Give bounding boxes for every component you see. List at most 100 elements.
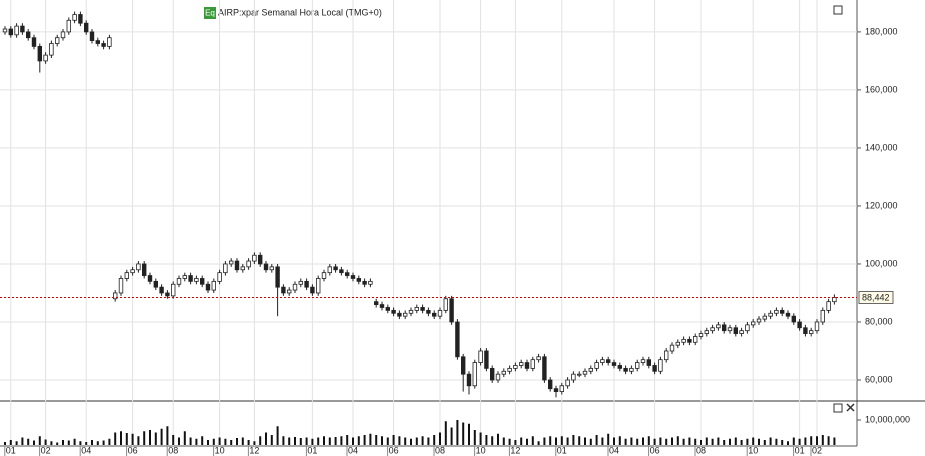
volume-bar xyxy=(671,437,673,445)
candle-body xyxy=(774,309,779,314)
x-tick-label: 06 xyxy=(389,445,399,455)
volume-bar xyxy=(317,437,320,445)
candle-body xyxy=(60,31,66,39)
candle-body xyxy=(391,309,396,314)
candle-body xyxy=(217,272,222,282)
volume-bar xyxy=(792,437,795,445)
volume-bar xyxy=(125,433,128,445)
volume-bar xyxy=(4,442,6,445)
chart-title[interactable]: AIRP:xpar Semanal Hora Local (TMG+0) xyxy=(218,7,382,17)
candle-body xyxy=(385,307,390,311)
candle-body xyxy=(414,307,419,311)
volume-bar xyxy=(218,437,221,445)
volume-bar xyxy=(636,438,639,445)
maximize-button[interactable] xyxy=(833,5,843,15)
candle-body xyxy=(577,373,582,376)
volume-bar xyxy=(120,431,122,445)
volume-bar xyxy=(201,436,204,445)
candle-body xyxy=(362,280,367,285)
y-tick-label: 180,000 xyxy=(865,26,898,36)
volume-bar xyxy=(276,426,279,445)
candle-body xyxy=(693,336,698,343)
candle-body xyxy=(153,280,158,288)
volume-bar xyxy=(642,437,644,445)
candle-body xyxy=(194,278,199,282)
candle-body xyxy=(548,379,553,390)
candle-body xyxy=(298,280,303,285)
volume-bar xyxy=(555,437,557,445)
candle-body xyxy=(426,309,431,314)
volume-bar xyxy=(340,436,343,445)
volume-bar xyxy=(352,437,354,445)
x-tick-label: 10 xyxy=(215,445,225,455)
candle-body xyxy=(675,341,680,346)
candle-body xyxy=(356,278,361,282)
volume-bar xyxy=(241,437,244,445)
candle-body xyxy=(814,321,820,332)
x-tick-label: 02 xyxy=(41,445,51,455)
candle-body xyxy=(228,260,234,265)
x-tick-label: 04 xyxy=(348,445,358,455)
candle-body xyxy=(275,266,280,288)
candle-body xyxy=(431,312,437,317)
candle-body xyxy=(519,362,524,366)
volume-bar xyxy=(485,435,488,445)
candle-body xyxy=(350,275,356,279)
candle-body xyxy=(698,333,704,337)
candle-body xyxy=(420,307,425,311)
volume-bar xyxy=(236,438,238,445)
candle-body xyxy=(478,350,483,363)
volume-bar xyxy=(520,437,523,445)
volume-bar xyxy=(38,436,41,445)
volume-bar xyxy=(143,431,146,445)
volume-bar xyxy=(578,436,581,445)
x-tick-label: 04 xyxy=(609,445,619,455)
volume-bar xyxy=(584,437,586,445)
volume-bar xyxy=(62,440,64,445)
candle-body xyxy=(89,31,95,42)
x-tick-label: 06 xyxy=(650,445,660,455)
volume-bar xyxy=(67,440,70,445)
candle-body xyxy=(443,298,448,311)
candle-body xyxy=(600,359,605,363)
candle-body xyxy=(809,330,814,334)
x-tick-label: 06 xyxy=(128,445,138,455)
candle-body xyxy=(640,359,646,363)
volume-bar xyxy=(450,427,453,445)
volume-bar xyxy=(311,438,314,445)
volume-bar xyxy=(740,440,743,445)
candle-body xyxy=(606,359,611,363)
volume-bar xyxy=(468,423,470,445)
candle-body xyxy=(513,365,518,369)
candle-body xyxy=(43,54,48,62)
volume-bar xyxy=(178,437,180,445)
last-price-label: 88,442 xyxy=(862,292,890,302)
candle-body xyxy=(159,286,164,294)
candle-body xyxy=(130,269,135,274)
candle-body xyxy=(246,260,251,268)
volume-bar xyxy=(323,436,325,445)
candle-body xyxy=(484,350,489,369)
candle-body xyxy=(257,254,263,265)
x-tick-label: 04 xyxy=(81,445,91,455)
volume-bar xyxy=(624,438,627,445)
volume-bar xyxy=(514,440,517,445)
candle-body xyxy=(55,37,60,44)
candle-body xyxy=(791,315,796,323)
x-tick-label: 12 xyxy=(510,445,520,455)
maximize-volume-button[interactable] xyxy=(833,403,843,413)
volume-bar xyxy=(102,440,105,445)
candle-body xyxy=(571,373,576,381)
volume-bar xyxy=(682,438,685,445)
candle-body xyxy=(780,309,785,314)
candle-body xyxy=(263,263,269,271)
candle-body xyxy=(147,275,153,282)
volume-bar xyxy=(189,437,192,445)
volume-bar xyxy=(288,437,291,445)
close-volume-button[interactable] xyxy=(846,403,855,412)
volume-bar xyxy=(183,431,186,445)
candle-body xyxy=(745,324,750,332)
x-tick-label: 08 xyxy=(435,445,445,455)
candle-body xyxy=(368,280,373,285)
